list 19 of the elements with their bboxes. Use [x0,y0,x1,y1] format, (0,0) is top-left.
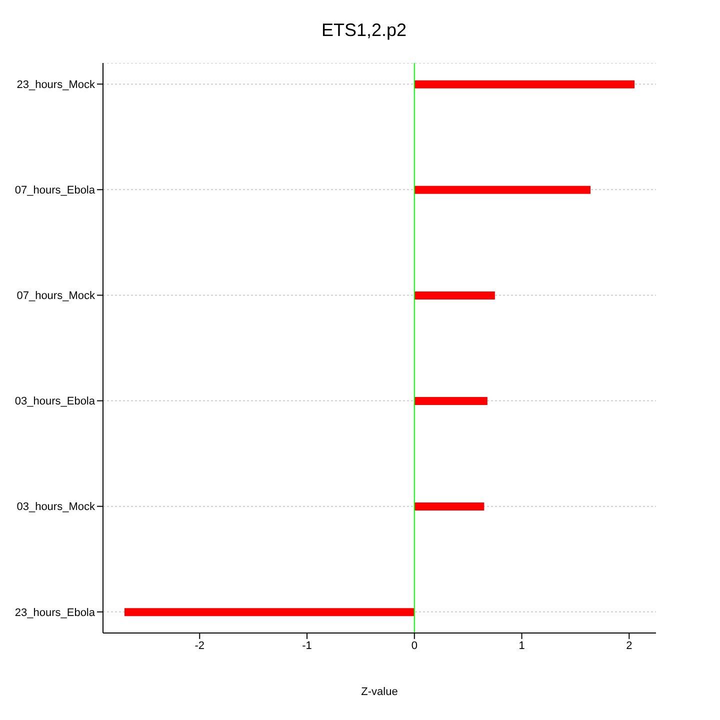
bar [414,186,590,194]
x-tick-label: -2 [194,640,205,652]
x-tick-label: 1 [518,640,525,652]
chart-title: ETS1,2.p2 [320,20,408,40]
y-tick-label: 23_hours_Ebola [14,606,96,619]
bar [414,397,488,405]
y-tick-label: 03_hours_Mock [16,501,96,514]
bar [414,291,495,300]
x-tick-label: -1 [302,640,312,652]
bar [414,80,635,88]
y-tick-label: 07_hours_Ebola [14,184,96,197]
x-tick-label: 0 [411,640,418,652]
y-tick-label: 23_hours_Mock [16,79,96,92]
bar [124,608,414,616]
y-tick-label: 03_hours_Ebola [14,396,96,408]
x-tick-label: 2 [626,640,632,652]
bar [414,502,484,511]
x-axis-title: Z-value [361,686,398,698]
y-tick-label: 07_hours_Mock [16,290,96,302]
